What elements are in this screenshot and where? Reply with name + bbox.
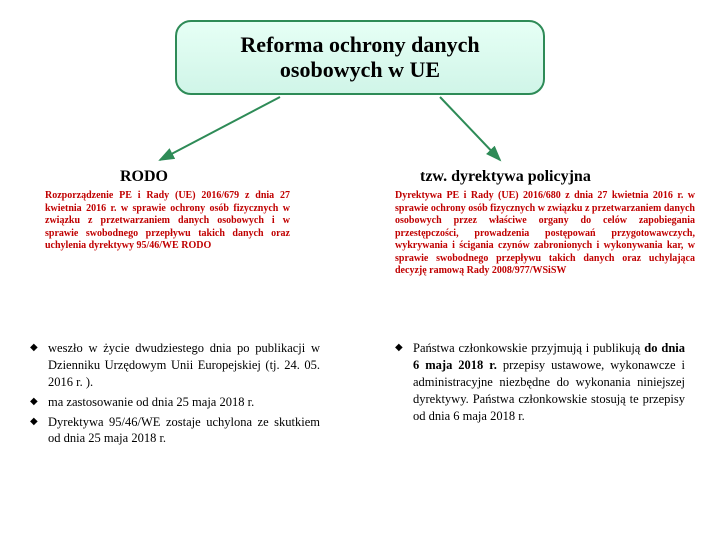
title-text: Reforma ochrony danych osobowych w UE [187,33,533,81]
list-item: weszło w życie dwudziestego dnia po publ… [30,340,320,391]
list-item: ma zastosowanie od dnia 25 maja 2018 r. [30,394,320,411]
bullet-text-prefix: Państwa członkowskie przyjmują i publiku… [413,341,644,355]
right-bullets: Państwa członkowskie przyjmują i publiku… [395,340,685,427]
left-bullets: weszło w życie dwudziestego dnia po publ… [30,340,320,450]
title-box: Reforma ochrony danych osobowych w UE [175,20,545,95]
right-red-text: Dyrektywa PE i Rady (UE) 2016/680 z dnia… [395,190,695,278]
slide-stage: Reforma ochrony danych osobowych w UE RO… [0,0,720,540]
right-bullet-list: Państwa członkowskie przyjmują i publiku… [395,340,685,424]
right-heading: tzw. dyrektywa policyjna [420,168,591,186]
left-bullet-list: weszło w życie dwudziestego dnia po publ… [30,340,320,447]
arrow-right [440,97,500,160]
left-heading: RODO [120,168,168,186]
list-item: Państwa członkowskie przyjmują i publiku… [395,340,685,424]
arrow-left [160,97,280,160]
list-item: Dyrektywa 95/46/WE zostaje uchylona ze s… [30,414,320,448]
left-red-text: Rozporządzenie PE i Rady (UE) 2016/679 z… [45,190,290,253]
